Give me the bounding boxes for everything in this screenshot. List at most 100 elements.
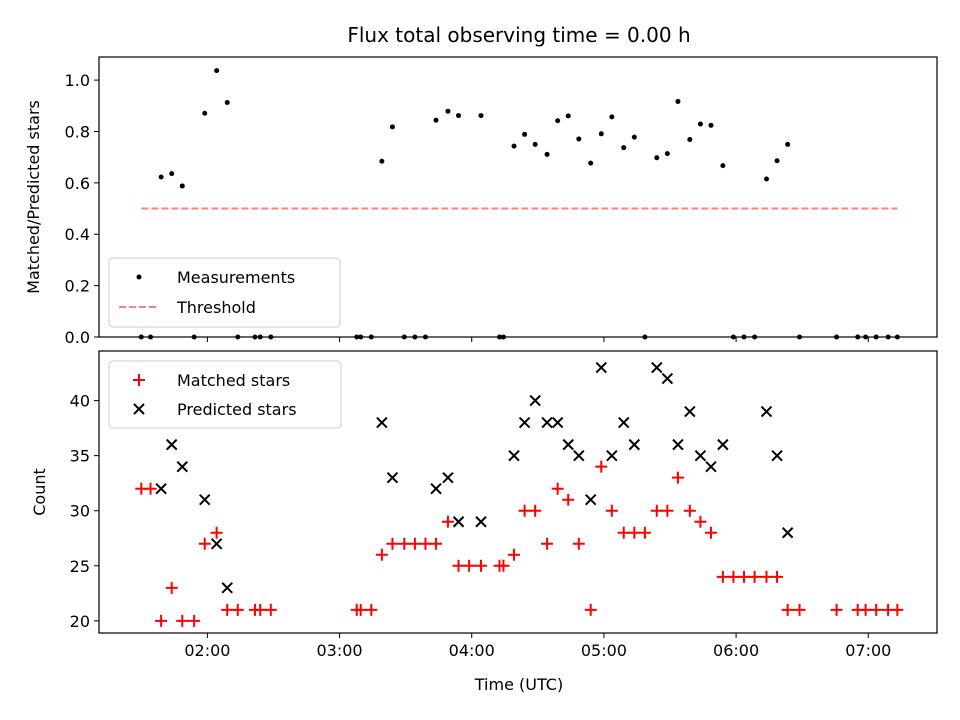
- bottom-x-tick-label: 07:00: [845, 641, 891, 660]
- matched-stars-point: [572, 537, 585, 550]
- matched-stars-point: [198, 537, 211, 550]
- matched-stars-point: [781, 603, 794, 616]
- top-plot-frame: [98, 56, 938, 338]
- matched-stars-point: [188, 614, 201, 627]
- matched-stars-point: [793, 603, 806, 616]
- predicted-stars-point: [760, 405, 773, 418]
- predicted-stars-point: [705, 460, 717, 473]
- predicted-stars-point: [672, 438, 684, 451]
- matched-stars-point: [518, 504, 531, 517]
- measurements-point: [720, 163, 726, 169]
- predicted-stars-point: [199, 494, 211, 506]
- bottom-y-tick-label: 40: [70, 392, 90, 411]
- top-y-tick-label: 1.0: [65, 71, 90, 90]
- predicted-stars-point: [661, 372, 674, 385]
- bottom-x-tick-label: 04:00: [449, 641, 495, 660]
- predicted-stars-point: [551, 416, 564, 429]
- predicted-stars-point: [176, 460, 188, 473]
- top-series: [138, 68, 900, 340]
- measurements-point: [214, 68, 220, 74]
- measurements-point: [478, 113, 484, 119]
- predicted-stars-point: [221, 582, 233, 594]
- matched-stars-point: [760, 570, 773, 583]
- matched-stars-point: [221, 603, 234, 616]
- matched-stars-point: [595, 460, 608, 473]
- top-legend-box: [108, 257, 341, 328]
- measurements-point: [675, 98, 681, 104]
- matched-stars-point: [650, 504, 663, 517]
- predicted-stars-point: [508, 449, 520, 462]
- measurements-point: [708, 122, 714, 128]
- predicted-stars-point: [573, 449, 585, 462]
- top-y-tick-label: 0.2: [65, 277, 90, 296]
- matched-stars-point: [430, 537, 443, 550]
- predicted-stars-point: [694, 449, 707, 462]
- predicted-stars-point: [165, 438, 178, 451]
- matched-stars-point: [529, 504, 542, 517]
- bottom-x-tick-label: 05:00: [581, 641, 627, 660]
- measurements-point: [433, 117, 439, 123]
- matched-stars-point: [165, 581, 178, 594]
- matched-stars-point: [771, 570, 784, 583]
- bottom-y-tick-label: 25: [70, 557, 90, 576]
- legend-predicted-label: Predicted stars: [177, 400, 297, 419]
- matched-stars-point: [365, 603, 378, 616]
- matched-stars-point: [398, 537, 411, 550]
- matched-stars-point: [541, 537, 554, 550]
- measurements-point: [565, 113, 571, 119]
- matched-stars-point: [617, 526, 630, 539]
- matched-stars-point: [671, 471, 684, 484]
- bottom-series: [135, 361, 904, 627]
- matched-stars-point: [386, 537, 399, 550]
- measurements-point: [169, 171, 175, 177]
- predicted-stars-point: [155, 482, 167, 495]
- matched-stars-point: [463, 559, 476, 572]
- matched-stars-point: [254, 603, 267, 616]
- top-y-tick-label: 0.0: [65, 328, 90, 347]
- matched-stars-point: [408, 537, 421, 550]
- predicted-stars-point: [618, 416, 630, 429]
- measurements-point: [774, 158, 780, 164]
- measurements-point: [555, 118, 561, 124]
- predicted-stars-point: [518, 416, 531, 429]
- matched-stars-point: [605, 504, 618, 517]
- bottom-y-tick-label: 35: [70, 447, 90, 466]
- predicted-stars-point: [584, 494, 597, 506]
- bottom-x-ticks: 02:00 03:00 04:00 05:00 06:00 07:00: [184, 633, 891, 660]
- measurements-point: [202, 110, 208, 116]
- matched-stars-point: [704, 526, 717, 539]
- measurements-point: [224, 99, 230, 105]
- matched-stars-point: [859, 603, 872, 616]
- measurements-point: [389, 124, 395, 130]
- measurements-point: [522, 131, 528, 137]
- matched-stars-point: [354, 603, 367, 616]
- legend-matched-label: Matched stars: [177, 371, 290, 390]
- matched-stars-point: [441, 515, 454, 528]
- predicted-stars-point: [684, 405, 696, 418]
- legend-threshold-label: Threshold: [176, 298, 256, 317]
- legend-predicted-marker: [133, 403, 145, 415]
- predicted-stars-point: [430, 482, 442, 495]
- bottom-x-tick-label: 02:00: [184, 641, 230, 660]
- matched-stars-point: [830, 603, 843, 616]
- predicted-stars-point: [781, 527, 794, 539]
- bottom-x-axis-label: Time (UTC): [474, 675, 563, 694]
- matched-stars-point: [508, 548, 521, 561]
- matched-stars-point: [264, 603, 277, 616]
- matched-stars-point: [375, 548, 388, 561]
- bottom-legend: Matched stars Predicted stars: [108, 360, 342, 429]
- legend-measurements-label: Measurements: [177, 268, 295, 287]
- matched-stars-point: [870, 603, 883, 616]
- measurements-point: [511, 143, 517, 149]
- matched-stars-point: [694, 515, 707, 528]
- top-legend: Measurements Threshold: [108, 257, 341, 328]
- measurements-point: [687, 136, 693, 142]
- matched-stars-point: [452, 559, 465, 572]
- measurements-point: [621, 145, 627, 151]
- measurements-point: [456, 113, 462, 119]
- measurements-point: [379, 158, 385, 164]
- top-x-ticks: [206, 337, 869, 342]
- predicted-stars-point: [442, 471, 454, 484]
- matched-stars-point: [748, 570, 761, 583]
